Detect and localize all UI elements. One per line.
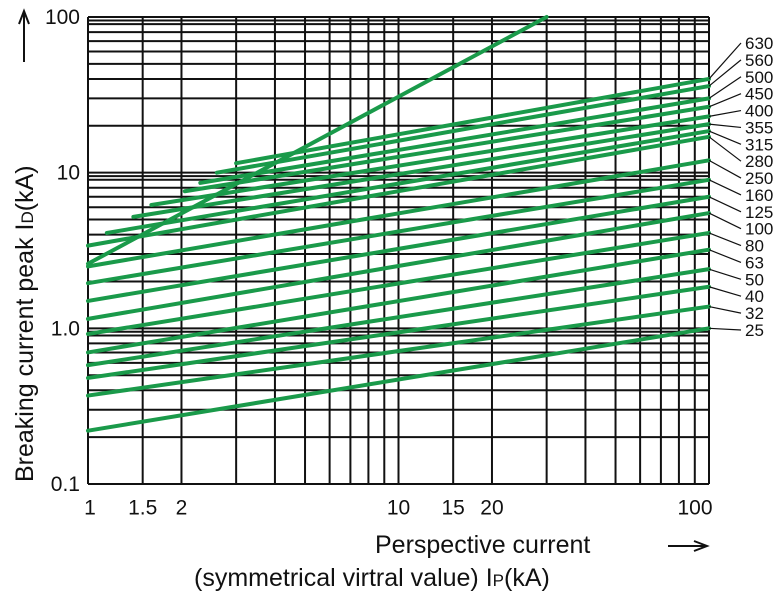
series-line-40	[86, 284, 711, 380]
series-label-250: 250	[745, 169, 773, 188]
x-axis-title-line2: (symmetrical virtral value) IP(kA)	[194, 564, 550, 592]
leader-line	[708, 76, 742, 99]
series-label-80: 80	[745, 237, 764, 256]
series-label-160: 160	[745, 186, 773, 205]
leader-line	[708, 305, 742, 314]
leader-line	[708, 159, 742, 179]
leader-line	[708, 179, 742, 196]
series-label-40: 40	[745, 287, 764, 306]
series-line-125	[86, 194, 711, 303]
leader-line	[708, 93, 742, 108]
x-tick-label: 2	[176, 496, 188, 519]
series-line-400	[149, 114, 711, 207]
x-tick-label: 15	[441, 496, 464, 519]
y-tick-label: 10	[57, 162, 80, 185]
series-line-160	[86, 177, 711, 286]
series-line-250	[86, 158, 711, 269]
series-label-630: 630	[745, 34, 773, 53]
series-label-315: 315	[745, 135, 773, 154]
leader-line	[708, 123, 742, 129]
leader-line	[708, 268, 742, 280]
leader-line	[708, 130, 742, 145]
series-label-400: 400	[745, 102, 773, 121]
y-tick-label: 0.1	[51, 473, 80, 496]
x-tick-label: 1	[84, 496, 96, 519]
series-line-315	[104, 129, 711, 235]
series-label-355: 355	[745, 118, 773, 137]
leader-line	[708, 42, 742, 80]
y-axis-title: Breaking current peak ID(kA)	[11, 165, 39, 482]
leader-line	[708, 249, 742, 264]
leader-line	[708, 109, 742, 117]
series-label-100: 100	[745, 220, 773, 239]
plot-series	[86, 15, 711, 433]
series-label-450: 450	[745, 85, 773, 104]
series-label-32: 32	[745, 304, 764, 323]
x-tick-label: 20	[480, 496, 503, 519]
leader-line	[708, 212, 742, 230]
series-line-50	[86, 267, 711, 368]
x-axis-ticks: 1 1.5 2 10 15 20 100	[84, 496, 712, 519]
x-axis-arrow	[668, 540, 710, 552]
series-label-25: 25	[745, 321, 764, 340]
leader-line	[708, 327, 742, 331]
leader-line	[708, 232, 742, 247]
x-tick-label: 1.5	[128, 496, 157, 519]
x-tick-label: 100	[677, 496, 712, 519]
leader-line	[708, 136, 742, 162]
x-axis-title-line1: Perspective current	[375, 531, 590, 559]
series-label-63: 63	[745, 253, 764, 272]
y-axis-arrow	[18, 8, 30, 62]
series-line-32	[86, 304, 711, 398]
series-label-125: 125	[745, 203, 773, 222]
series-line-500	[198, 96, 711, 185]
series-line-63	[86, 247, 711, 355]
series-line-100	[86, 211, 711, 321]
y-axis-ticks: 0.1 1.0 10 100	[45, 6, 80, 496]
series-label-560: 560	[745, 51, 773, 70]
series-line-25	[86, 326, 711, 433]
series-labels: 6305605004504003553152802501601251008063…	[745, 34, 773, 340]
series-label-500: 500	[745, 68, 773, 87]
series-line-450	[182, 104, 711, 194]
series-line-355	[131, 122, 711, 219]
leader-line	[708, 59, 742, 87]
x-tick-label: 10	[387, 496, 410, 519]
series-leader-lines	[708, 42, 742, 331]
series-line-560	[214, 84, 711, 175]
series-line-280	[86, 134, 711, 248]
leader-line	[708, 196, 742, 213]
series-label-280: 280	[745, 152, 773, 171]
y-tick-label: 1.0	[51, 317, 80, 340]
series-line-630	[234, 76, 711, 166]
series-label-50: 50	[745, 270, 764, 289]
y-tick-label: 100	[45, 6, 80, 29]
series-line-80	[86, 230, 711, 336]
leader-line	[708, 286, 742, 297]
